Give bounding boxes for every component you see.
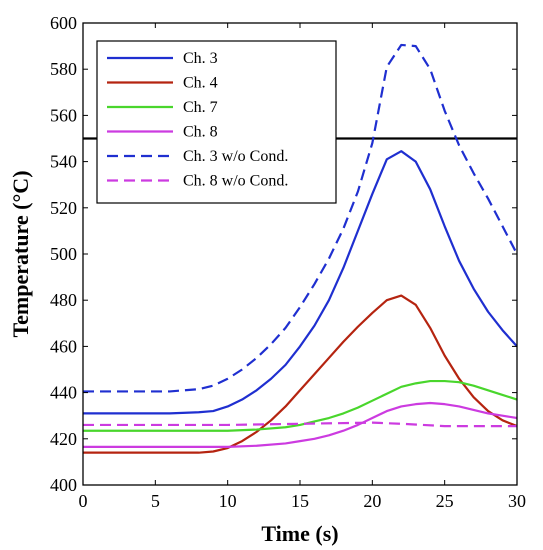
series-line-2: [83, 294, 517, 454]
legend-label: Ch. 7: [183, 99, 218, 116]
y-tick-label: 560: [50, 105, 77, 125]
y-tick-label: 420: [50, 429, 77, 449]
x-tick-label: 15: [291, 491, 309, 511]
y-tick-label: 520: [50, 198, 77, 218]
x-tick-label: 0: [79, 491, 88, 511]
series-line-4: [83, 401, 517, 448]
y-tick-label: 600: [50, 13, 77, 33]
y-tick-label: 500: [50, 244, 77, 264]
legend: Ch. 3 Ch. 4 Ch. 7 Ch. 8 Ch. 3 w/o Cond. Ch. 8…: [96, 40, 337, 204]
x-tick-label: 30: [508, 491, 526, 511]
x-tick-label: 20: [363, 491, 381, 511]
legend-label: Ch. 3 w/o Cond.: [183, 148, 288, 165]
legend-box: [96, 40, 337, 204]
plot-content: [83, 43, 517, 454]
series-line-6: [83, 421, 517, 428]
y-tick-label: 580: [50, 59, 77, 79]
y-tick-label: 540: [50, 152, 77, 172]
y-axis-label: Temperature (°C): [8, 170, 33, 337]
axes: 0 5 10 15 20 25 30 400 420 440 460 480 500 520 540 560 5…: [50, 13, 526, 511]
series-line-3: [83, 379, 517, 432]
x-tick-label: 25: [436, 491, 454, 511]
y-tick-label: 400: [50, 475, 77, 495]
x-tick-label: 10: [219, 491, 237, 511]
legend-label: Ch. 8 w/o Cond.: [183, 173, 288, 190]
series-line-1: [83, 150, 517, 415]
legend-label: Ch. 8: [183, 124, 218, 141]
y-tick-label: 480: [50, 290, 77, 310]
series-line-5: [83, 43, 517, 393]
x-tick-label: 5: [151, 491, 160, 511]
y-tick-label: 440: [50, 383, 77, 403]
legend-label: Ch. 3: [183, 50, 218, 67]
x-axis-label: Time (s): [261, 521, 338, 546]
y-tick-label: 460: [50, 336, 77, 356]
legend-label: Ch. 4: [183, 75, 218, 92]
